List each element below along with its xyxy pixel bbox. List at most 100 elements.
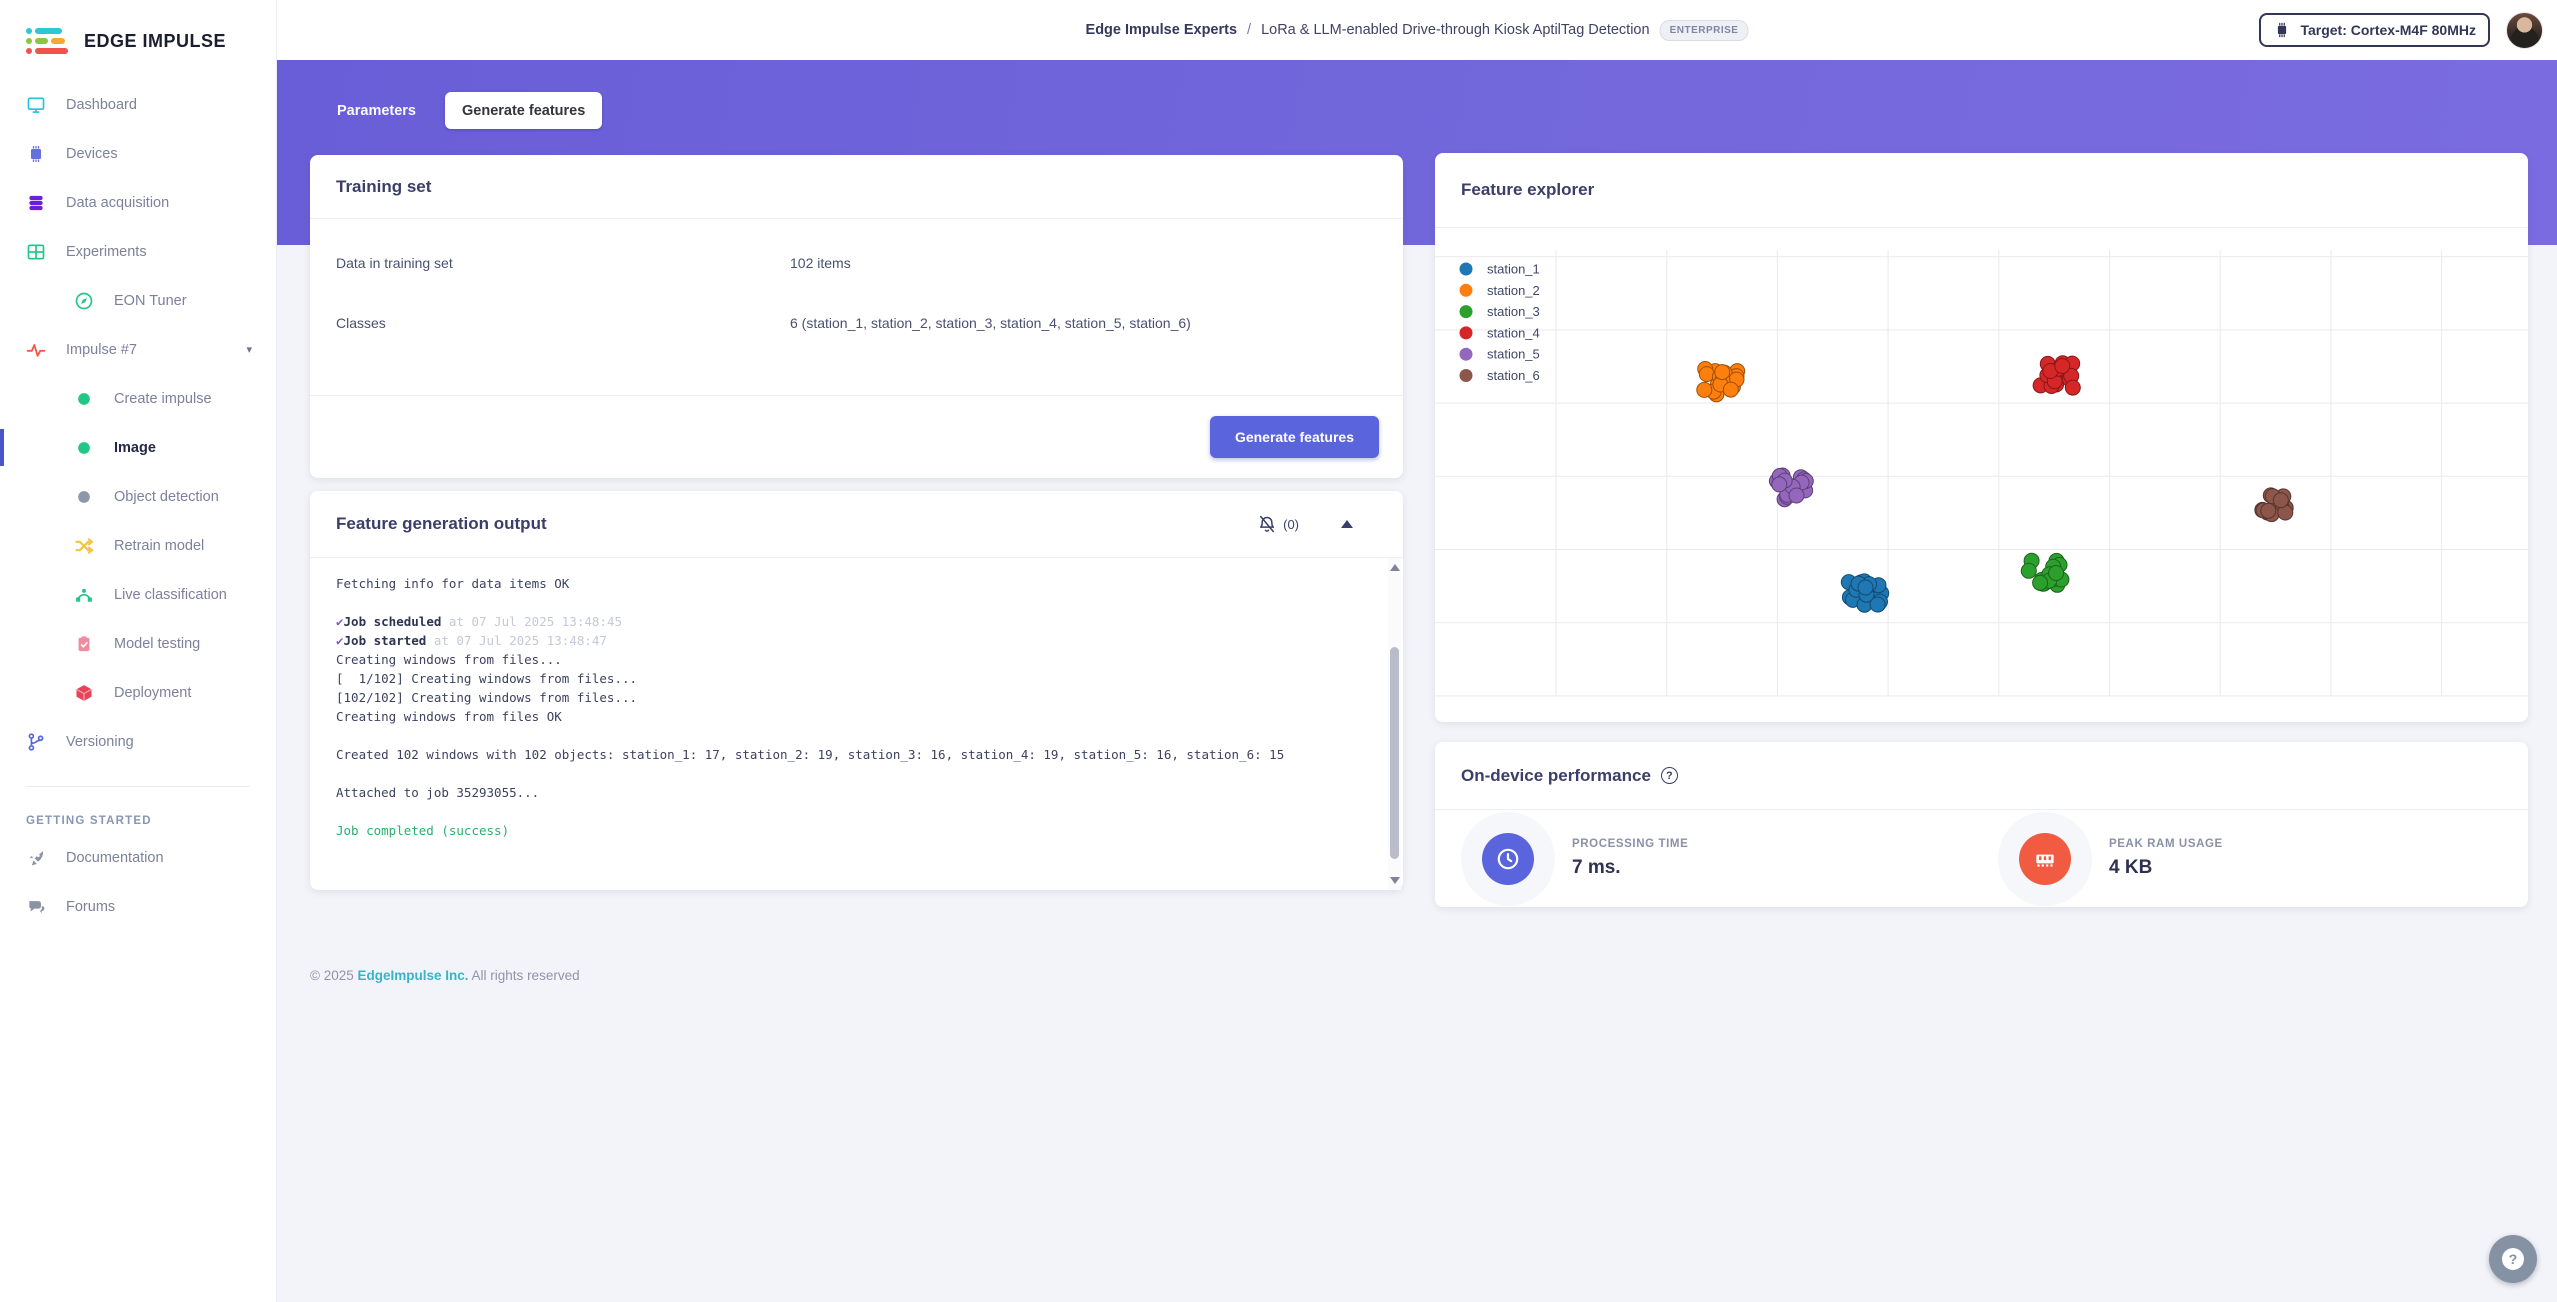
bezier-icon [74,585,94,605]
tab-generate-features[interactable]: Generate features [445,92,603,129]
sidebar-item-dashboard[interactable]: Dashboard [0,80,276,129]
cluster-station_3[interactable] [2020,552,2070,593]
processing-time-metric: PROCESSING TIME 7 ms. [1461,811,1998,906]
notifications-toggle[interactable]: (0) [1257,514,1299,534]
cluster-station_2[interactable] [1696,361,1746,403]
rocket-icon [26,848,46,868]
tab-parameters[interactable]: Parameters [337,102,416,119]
metric-value: 7 ms. [1572,857,1621,878]
legend-label[interactable]: station_5 [1487,347,1540,362]
sidebar-item-label: Deployment [114,684,192,701]
sidebar-item-create-impulse[interactable]: Create impulse [0,374,276,423]
edge-impulse-logo[interactable]: EDGE IMPULSE [0,0,276,80]
cluster-station_5[interactable] [1768,467,1814,508]
sidebar-item-label: Image [114,439,156,456]
chip-icon [2278,22,2287,38]
legend-label[interactable]: station_4 [1487,325,1540,340]
generate-features-button[interactable]: Generate features [1209,416,1379,458]
sidebar-item-label: Retrain model [114,537,205,554]
help-fab-button[interactable]: ? [2489,1235,2537,1283]
legend-swatch[interactable] [1459,347,1473,361]
breadcrumb-org[interactable]: Edge Impulse Experts [1085,22,1238,38]
console-line [336,726,1343,745]
target-device-button[interactable]: Target: Cortex-M4F 80MHz [2259,13,2490,47]
legend-swatch[interactable] [1459,369,1473,382]
plot-legend: station_1 station_2 station_3 station_4stat… [1459,262,1540,383]
company-link[interactable]: EdgeImpulse Inc. [357,968,469,983]
compass-icon [74,291,94,311]
sidebar-item-label: Forums [66,898,116,915]
shuffle-icon [74,536,94,556]
tab-bar: Parameters Generate features [320,92,603,129]
target-device-label: Target: Cortex-M4F 80MHz [2300,22,2476,38]
legend-label[interactable]: station_3 [1487,304,1540,319]
sidebar-item-label: Versioning [66,733,134,750]
sidebar-item-label: Live classification [114,586,227,603]
enterprise-badge: ENTERPRISE [1659,19,1749,41]
sidebar-item-devices[interactable]: Devices [0,129,276,178]
help-icon[interactable]: ? [1660,767,1678,784]
gray-dot-icon [74,487,94,507]
sidebar-item-forums[interactable]: Forums [0,882,276,931]
scrollbar-up-arrow[interactable] [1389,564,1400,571]
row-value: 6 (station_1, station_2, station_3, stat… [790,315,1191,331]
chevron-down-icon[interactable]: ▾ [246,344,252,356]
sidebar-item-documentation[interactable]: Documentation [0,833,276,882]
cluster-station_1[interactable] [1840,573,1890,613]
sidebar-item-versioning[interactable]: Versioning [0,717,276,766]
console-line: Attached to job 35293055... [336,785,540,800]
legend-swatch[interactable] [1459,326,1473,340]
console-scrollbar[interactable] [1388,558,1401,890]
sidebar-item-model-testing[interactable]: Model testing [0,619,276,668]
scatter-plot[interactable]: station_1 station_2 station_3 station_4stat… [1435,228,2528,722]
topbar: Edge Impulse Experts / LoRa & LLM-enable… [277,0,2557,60]
scrollbar-down-arrow[interactable] [1389,877,1400,884]
edge-impulse-logo-icon [26,28,70,54]
grid-icon [26,242,46,262]
legend-label[interactable]: station_6 [1487,368,1540,383]
breadcrumb: Edge Impulse Experts / LoRa & LLM-enable… [1085,19,1749,41]
legend-swatch[interactable] [1459,262,1473,276]
rights-text: All rights reserved [471,968,580,983]
cluster-station_6[interactable] [2254,487,2294,523]
metric-value: 4 KB [2109,857,2153,878]
clock-icon [1482,832,1534,885]
sidebar-item-retrain-model[interactable]: Retrain model [0,521,276,570]
sidebar-item-live-classification[interactable]: Live classification [0,570,276,619]
legend-label[interactable]: station_2 [1487,283,1540,298]
sidebar-item-deployment[interactable]: Deployment [0,668,276,717]
scrollbar-thumb[interactable] [1390,647,1399,859]
sidebar-item-eon-tuner[interactable]: EON Tuner [0,276,276,325]
console-line [336,802,1343,821]
breadcrumb-project: LoRa & LLM-enabled Drive-through Kiosk A… [1261,22,1650,38]
sidebar-item-label: Object detection [114,488,219,505]
cube-icon [74,683,94,703]
sidebar-item-object-detection[interactable]: Object detection [0,472,276,521]
console-line: [102/102] Creating windows from files... [336,690,638,705]
sidebar-nav-getting-started: Documentation Forums [0,833,276,931]
sidebar-item-image[interactable]: Image [0,423,276,472]
sidebar-item-label: Model testing [114,635,201,652]
cluster-station_4[interactable] [2032,355,2081,396]
green-dot-icon [74,389,94,409]
legend-swatch[interactable] [1459,283,1473,297]
console-line [336,764,1343,783]
feature-generation-output-card: Feature generation output (0) Fetching i… [310,491,1403,890]
sidebar-item-impulse-7[interactable]: Impulse #7 ▾ [0,325,276,374]
collapse-card-button[interactable] [1341,520,1353,528]
legend-label[interactable]: station_1 [1487,262,1540,277]
console-line: Fetching info for data items OK [336,576,570,591]
sidebar-item-data-acquisition[interactable]: Data acquisition [0,178,276,227]
sidebar-item-experiments[interactable]: Experiments [0,227,276,276]
feature-explorer-title: Feature explorer [1461,180,1595,199]
sidebar-divider [26,786,250,787]
user-avatar[interactable] [2506,11,2543,49]
sidebar: EDGE IMPULSE Dashboard Devices Data acquis… [0,0,277,1302]
legend-swatch[interactable] [1459,305,1473,319]
chip-icon [26,144,46,164]
sidebar-item-label: Dashboard [66,96,137,113]
clipboard-icon [74,634,94,654]
notifications-count: (0) [1283,516,1299,532]
